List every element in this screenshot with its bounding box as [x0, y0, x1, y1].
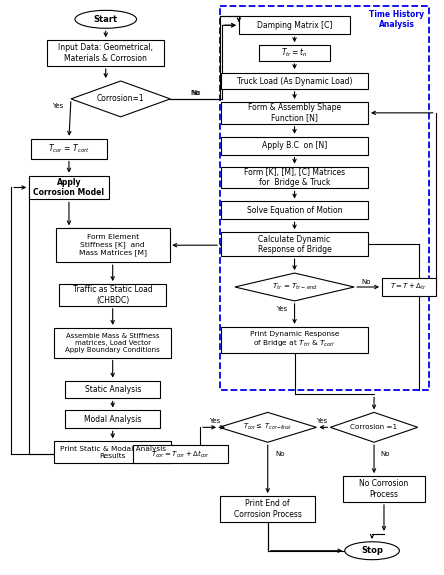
Text: Corrosion=1: Corrosion=1 — [97, 94, 144, 103]
Text: $T=T+\Delta_{tr}$: $T=T+\Delta_{tr}$ — [390, 282, 427, 292]
Text: Static Analysis: Static Analysis — [84, 385, 141, 394]
Polygon shape — [235, 273, 354, 301]
Text: Form [K], [M], [C] Matrices
for  Bridge & Truck: Form [K], [M], [C] Matrices for Bridge &… — [244, 168, 345, 187]
Text: Input Data: Geometrical,
Materials & Corrosion: Input Data: Geometrical, Materials & Cor… — [58, 44, 153, 63]
Text: Calculate Dynamic
Response of Bridge: Calculate Dynamic Response of Bridge — [258, 235, 331, 254]
Text: Form Element
Stiffness [K]  and
Mass Matrices [M]: Form Element Stiffness [K] and Mass Matr… — [79, 235, 147, 256]
Text: Yes: Yes — [210, 419, 221, 424]
Text: Truck Load (As Dynamic Load): Truck Load (As Dynamic Load) — [237, 76, 352, 86]
Polygon shape — [330, 412, 418, 442]
Text: Apply
Corrosion Model: Apply Corrosion Model — [33, 178, 104, 197]
FancyBboxPatch shape — [221, 201, 368, 219]
FancyBboxPatch shape — [29, 175, 109, 200]
Text: Modal Analysis: Modal Analysis — [84, 415, 141, 424]
Text: Print Dynamic Response
of Bridge at $T_{tri}$ & $T_{corl}$: Print Dynamic Response of Bridge at $T_{… — [250, 331, 339, 348]
FancyBboxPatch shape — [239, 16, 350, 34]
Text: Apply B.C  on [N]: Apply B.C on [N] — [262, 141, 327, 150]
FancyBboxPatch shape — [47, 40, 164, 66]
Text: Yes: Yes — [276, 306, 287, 312]
FancyBboxPatch shape — [31, 139, 107, 159]
FancyBboxPatch shape — [54, 441, 171, 463]
Text: Time History
Analysis: Time History Analysis — [369, 10, 424, 29]
FancyBboxPatch shape — [221, 167, 368, 189]
Text: Start: Start — [94, 15, 118, 24]
FancyBboxPatch shape — [133, 445, 228, 463]
Text: $T_{tr}$ = $T_{tr-end}$: $T_{tr}$ = $T_{tr-end}$ — [272, 282, 317, 292]
FancyBboxPatch shape — [54, 328, 171, 358]
Text: No: No — [361, 279, 371, 285]
Text: No: No — [190, 90, 200, 96]
FancyBboxPatch shape — [221, 72, 368, 90]
Text: Stop: Stop — [361, 546, 383, 555]
Text: Traffic as Static Load
(CHBDC): Traffic as Static Load (CHBDC) — [73, 285, 153, 305]
FancyBboxPatch shape — [221, 232, 368, 256]
FancyBboxPatch shape — [56, 228, 170, 262]
Text: Solve Equation of Motion: Solve Equation of Motion — [247, 206, 342, 215]
Text: Form & Assembly Shape
Function [N]: Form & Assembly Shape Function [N] — [248, 103, 341, 122]
Ellipse shape — [345, 542, 400, 559]
Text: No Corrosion
Process: No Corrosion Process — [359, 480, 408, 499]
FancyBboxPatch shape — [65, 381, 160, 398]
Text: $T_{tr}=t_{n}$: $T_{tr}=t_{n}$ — [281, 47, 308, 59]
FancyBboxPatch shape — [343, 476, 425, 502]
FancyBboxPatch shape — [65, 411, 160, 428]
FancyBboxPatch shape — [220, 496, 315, 522]
Text: Damping Matrix [C]: Damping Matrix [C] — [257, 21, 332, 30]
Text: No: No — [380, 451, 390, 457]
Polygon shape — [219, 412, 317, 442]
Text: Print End of
Corrosion Process: Print End of Corrosion Process — [234, 499, 301, 519]
Text: $T_{cor}=T_{cor}+\Delta t_{cor}$: $T_{cor}=T_{cor}+\Delta t_{cor}$ — [151, 448, 210, 460]
Text: No: No — [191, 90, 201, 96]
Text: No: No — [275, 451, 285, 457]
Text: $T_{cor}\leq$ $T_{cor\mathit{-final}}$: $T_{cor}\leq$ $T_{cor\mathit{-final}}$ — [243, 422, 292, 432]
FancyBboxPatch shape — [221, 327, 368, 352]
Text: Yes: Yes — [316, 419, 327, 424]
FancyBboxPatch shape — [259, 45, 330, 61]
Polygon shape — [71, 81, 170, 117]
FancyBboxPatch shape — [221, 102, 368, 124]
Ellipse shape — [75, 10, 137, 28]
Text: Yes: Yes — [52, 103, 63, 109]
FancyBboxPatch shape — [221, 137, 368, 155]
Text: $T_{cor}$ = $T_{cort}$: $T_{cor}$ = $T_{cort}$ — [48, 143, 90, 155]
FancyBboxPatch shape — [382, 278, 436, 296]
FancyBboxPatch shape — [59, 284, 166, 306]
Text: Corrosion =1: Corrosion =1 — [350, 424, 398, 430]
Text: Assemble Mass & Stiffness
matrices, Load Vector
Apply Boundary Conditions: Assemble Mass & Stiffness matrices, Load… — [65, 333, 160, 352]
Text: Print Static & Modal Analysis
Results: Print Static & Modal Analysis Results — [59, 446, 166, 459]
